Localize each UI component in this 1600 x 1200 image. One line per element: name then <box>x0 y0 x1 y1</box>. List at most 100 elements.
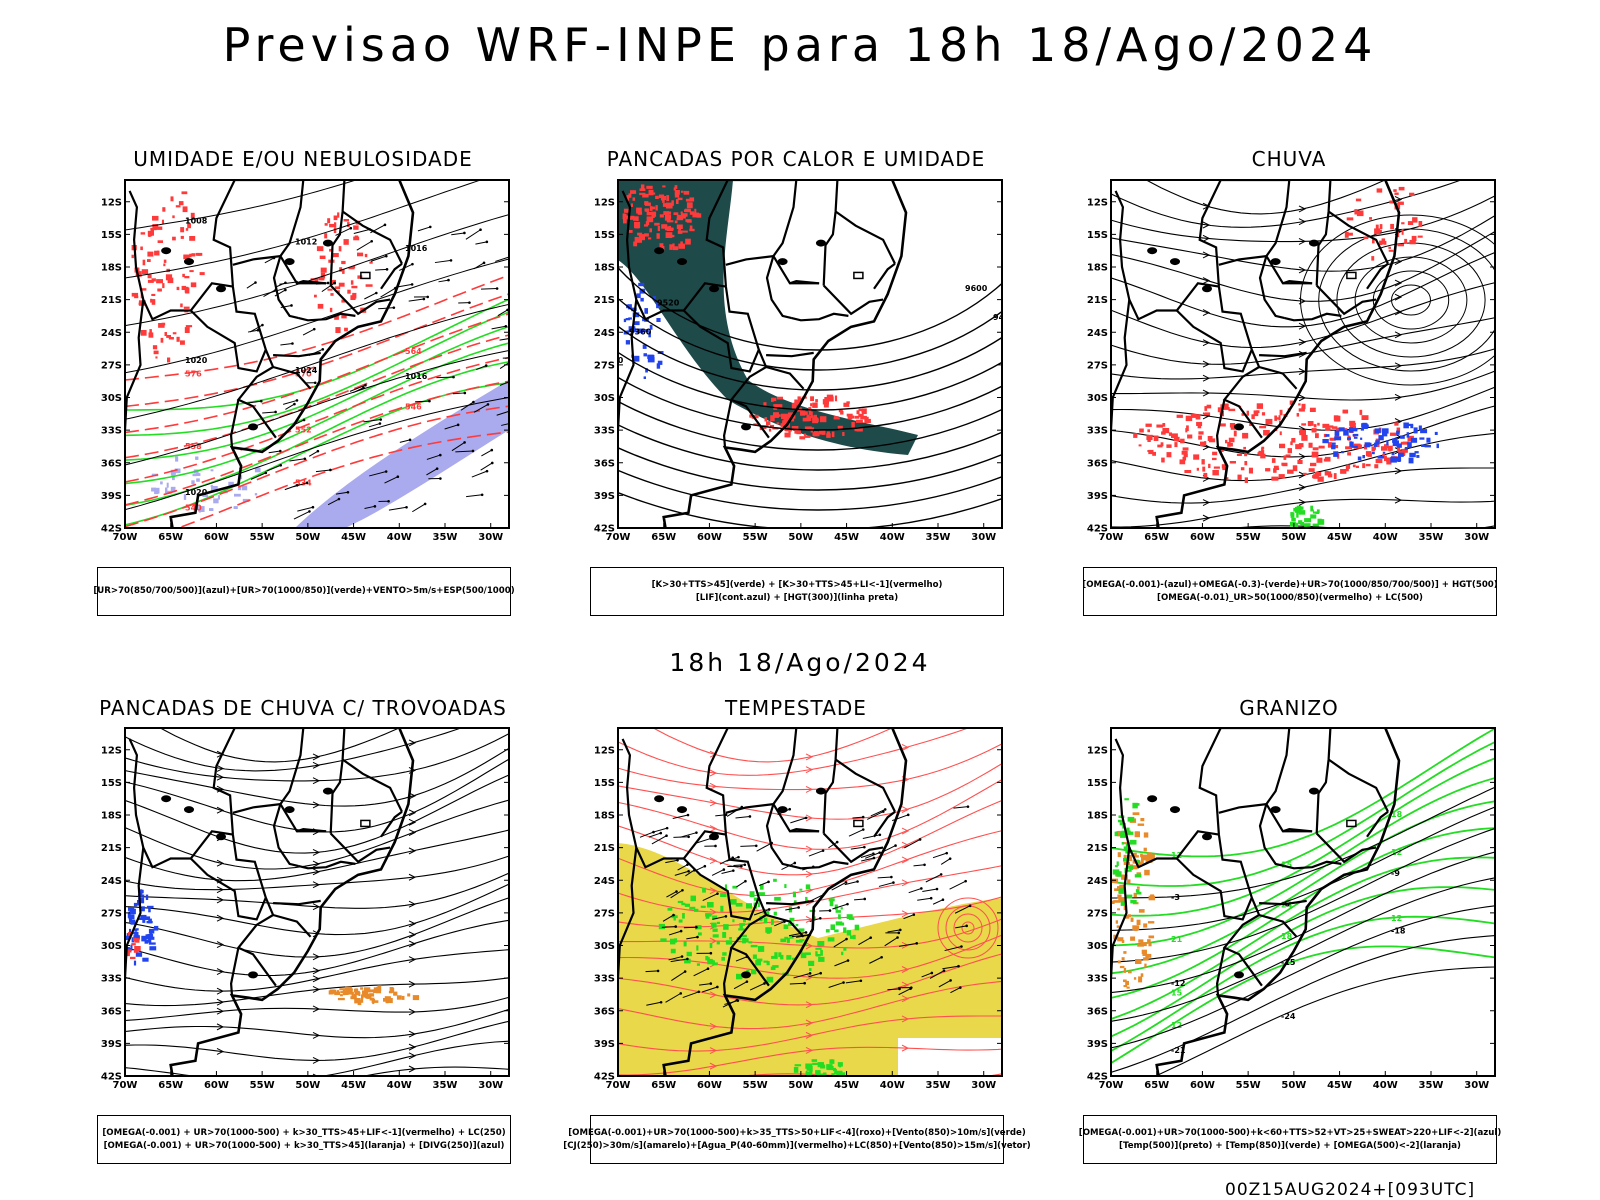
legend-trovoadas: [OMEGA(-0.001) + UR>70(1000-500) + k>30_… <box>97 1115 511 1164</box>
lon-tick-label: 60W <box>697 1080 722 1091</box>
lon-tick-label: 70W <box>1099 532 1124 543</box>
contour-label: 21 <box>1171 935 1183 944</box>
map-layers <box>618 728 1002 1076</box>
contour-label: -18 <box>1391 927 1406 936</box>
wind-green-areas <box>658 878 860 983</box>
lon-tick-label: 55W <box>1236 1080 1261 1091</box>
lat-tick-label: 21S <box>594 295 615 306</box>
lon-tick-label: 65W <box>158 1080 183 1091</box>
lon-tick-label: 50W <box>1281 1080 1306 1091</box>
lat-tick-label: 33S <box>594 974 615 985</box>
contour-label: 12 <box>1171 851 1182 860</box>
cyclone-circulation <box>937 897 999 959</box>
lat-tick-label: 30S <box>1087 393 1108 404</box>
lon-tick-label: 65W <box>651 1080 676 1091</box>
contour-label: 552 <box>295 426 312 435</box>
lon-tick-label: 30W <box>478 532 503 543</box>
lat-tick-label: 18S <box>1087 263 1108 274</box>
legend-line: [OMEGA(-0.001) + UR>70(1000-500) + k>30_… <box>102 1127 506 1138</box>
contour-label: 18 <box>1391 810 1403 819</box>
rain-red-areas <box>1133 400 1414 483</box>
lat-tick-label: 36S <box>1087 1006 1108 1017</box>
legend-line: [OMEGA(-0.001) + UR>70(1000-500) + k>30_… <box>103 1140 505 1151</box>
lat-tick-label: 36S <box>594 458 615 469</box>
lat-tick-label: 27S <box>1087 360 1108 371</box>
lon-tick-label: 60W <box>697 532 722 543</box>
panel-title-chuva: CHUVA <box>1251 147 1327 171</box>
lon-tick-label: 70W <box>606 1080 631 1091</box>
divergence-blue <box>125 889 159 966</box>
lat-tick-label: 42S <box>1087 524 1108 535</box>
lat-tick-label: 24S <box>1087 328 1108 339</box>
contour-label: 9600 <box>965 284 988 293</box>
lon-tick-label: 65W <box>1144 532 1169 543</box>
lat-tick-label: 21S <box>1087 295 1108 306</box>
lat-tick-label: 36S <box>101 1006 122 1017</box>
streamlines-850 <box>618 728 1002 1076</box>
map-layers: 576 5705645585525465405341008101210161020… <box>125 180 509 528</box>
lat-tick-label: 42S <box>594 524 615 535</box>
lon-tick-label: 55W <box>250 532 275 543</box>
contour-label: 1012 <box>295 238 317 247</box>
lon-tick-label: 35W <box>1419 1080 1444 1091</box>
lon-tick-label: 30W <box>1464 1080 1489 1091</box>
rain-red-north <box>1344 186 1423 261</box>
wind-vectors-850 <box>639 805 972 1008</box>
lat-tick-label: 12S <box>1087 197 1108 208</box>
lon-tick-label: 40W <box>387 532 412 543</box>
panel-title-tempestade: TEMPESTADE <box>725 696 867 720</box>
plot-frame <box>617 727 1003 1077</box>
map-layers <box>1111 180 1495 528</box>
lat-tick-label: 39S <box>1087 491 1108 502</box>
contour-label: 15 <box>1281 860 1293 869</box>
geographic-borders <box>1111 180 1401 528</box>
contour-label: 9520 <box>657 299 680 308</box>
main-title: Previsao WRF-INPE para 18h 18/Ago/2024 <box>222 18 1378 72</box>
lon-tick-label: 60W <box>204 532 229 543</box>
contour-label: 564 <box>405 347 422 356</box>
thunder-orange <box>328 985 420 1006</box>
hgt300-contours: 9600952094409360928092009120904096809600 <box>618 266 1002 528</box>
lat-tick-label: 15S <box>594 230 615 241</box>
plot-frame <box>617 179 1003 529</box>
legend-line: [CJ(250)>30m/s](amarelo)+[Agua_P(40-60mm… <box>563 1140 1031 1151</box>
map-layers: 12151821241215181212-3-6-9-12-15-18-21-2… <box>1111 728 1495 1076</box>
lon-tick-label: 60W <box>1190 1080 1215 1091</box>
legend-line: [LIF](cont.azul) + [HGT(300)](linha pret… <box>695 592 899 603</box>
lon-tick-label: 45W <box>1327 1080 1352 1091</box>
lat-tick-label: 30S <box>1087 941 1108 952</box>
geographic-borders <box>1111 728 1401 1076</box>
lat-tick-label: 30S <box>594 393 615 404</box>
lon-tick-label: 70W <box>113 532 138 543</box>
lat-tick-label: 18S <box>101 811 122 822</box>
lat-tick-label: 30S <box>101 393 122 404</box>
lat-tick-label: 33S <box>1087 426 1108 437</box>
contour-label: 1020 <box>185 356 208 365</box>
legend-tempestade: [OMEGA(-0.001)+UR>70(1000-500)+k>35_TTS>… <box>563 1115 1031 1164</box>
contour-label: 576 <box>185 369 202 378</box>
lon-tick-label: 65W <box>158 532 183 543</box>
forecast-date: 18h 18/Ago/2024 <box>669 648 931 677</box>
geographic-borders <box>618 180 908 528</box>
lon-tick-label: 30W <box>1464 532 1489 543</box>
instability-red-patches-south <box>749 394 871 440</box>
contour-label: 534 <box>295 479 312 488</box>
lat-tick-label: 33S <box>594 426 615 437</box>
panel-title-pancadas-calor: PANCADAS POR CALOR E UMIDADE <box>606 147 986 171</box>
legend-umidade: [UR>70(850/700/500)](azul)+[UR>70(1000/8… <box>93 567 515 616</box>
lon-tick-label: 60W <box>1190 532 1215 543</box>
contour-label: 12 <box>1391 914 1402 923</box>
lon-tick-label: 50W <box>788 532 813 543</box>
contour-label: 1008 <box>185 217 208 226</box>
lon-tick-label: 50W <box>295 1080 320 1091</box>
lat-tick-label: 42S <box>594 1072 615 1083</box>
lon-tick-label: 30W <box>478 1080 503 1091</box>
lat-tick-label: 30S <box>594 941 615 952</box>
lat-tick-label: 39S <box>1087 1039 1108 1050</box>
contour-label: 546 <box>405 403 422 412</box>
lat-tick-label: 42S <box>1087 1072 1108 1083</box>
lat-tick-label: 18S <box>594 811 615 822</box>
